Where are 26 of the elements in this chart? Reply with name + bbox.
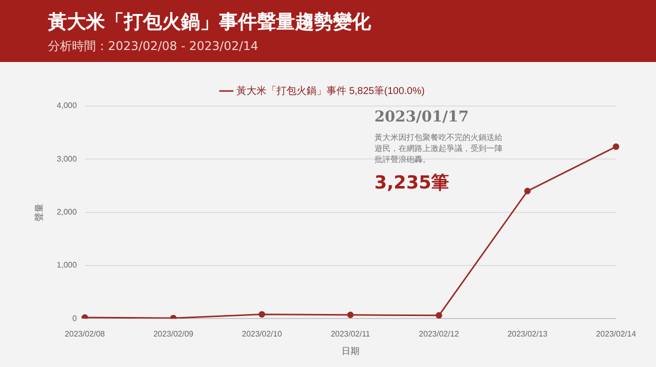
- point: [82, 314, 88, 319]
- legend-label: 黃大米「打包火鍋」事件 5,825筆(100.0%): [236, 84, 425, 97]
- y-tick-label: 1,000: [56, 260, 78, 270]
- y-tick-label: 0: [72, 314, 78, 323]
- x-tick-label: 2023/02/11: [330, 330, 371, 339]
- x-tick-label: 2023/02/13: [507, 330, 548, 339]
- point: [524, 188, 531, 194]
- x-tick-label: 2023/02/10: [242, 330, 282, 339]
- x-tick-label: 2023/02/09: [153, 330, 194, 339]
- point: [436, 312, 442, 319]
- annotation: 2023/01/17: [374, 107, 469, 126]
- annotation: 黃大米因打包聚餐吃不完的火鍋送給遊民，在網路上激起爭議，受到一陣批評聲浪砲轟。: [374, 133, 502, 164]
- point: [612, 143, 620, 150]
- x-tick-label: 2023/02/08: [64, 330, 106, 339]
- point: [258, 311, 266, 318]
- chart-title: 黃大米「打包火鍋」事件聲量趨勢變化: [48, 10, 372, 34]
- y-tick-label: 2,000: [56, 208, 78, 217]
- x-tick-label: 2023/02/14: [596, 330, 637, 339]
- y-axis-title: 聲量: [34, 203, 44, 222]
- y-tick-label: 3,000: [56, 154, 78, 164]
- x-axis-title: 日期: [341, 346, 360, 356]
- chart-subtitle: 分析時間：2023/02/08 - 2023/02/14: [48, 38, 260, 55]
- x-tick-label: 2023/02/12: [418, 330, 460, 339]
- point: [347, 312, 354, 318]
- annotation: 3,235筆: [374, 172, 450, 194]
- y-tick-label: 4,000: [56, 101, 78, 110]
